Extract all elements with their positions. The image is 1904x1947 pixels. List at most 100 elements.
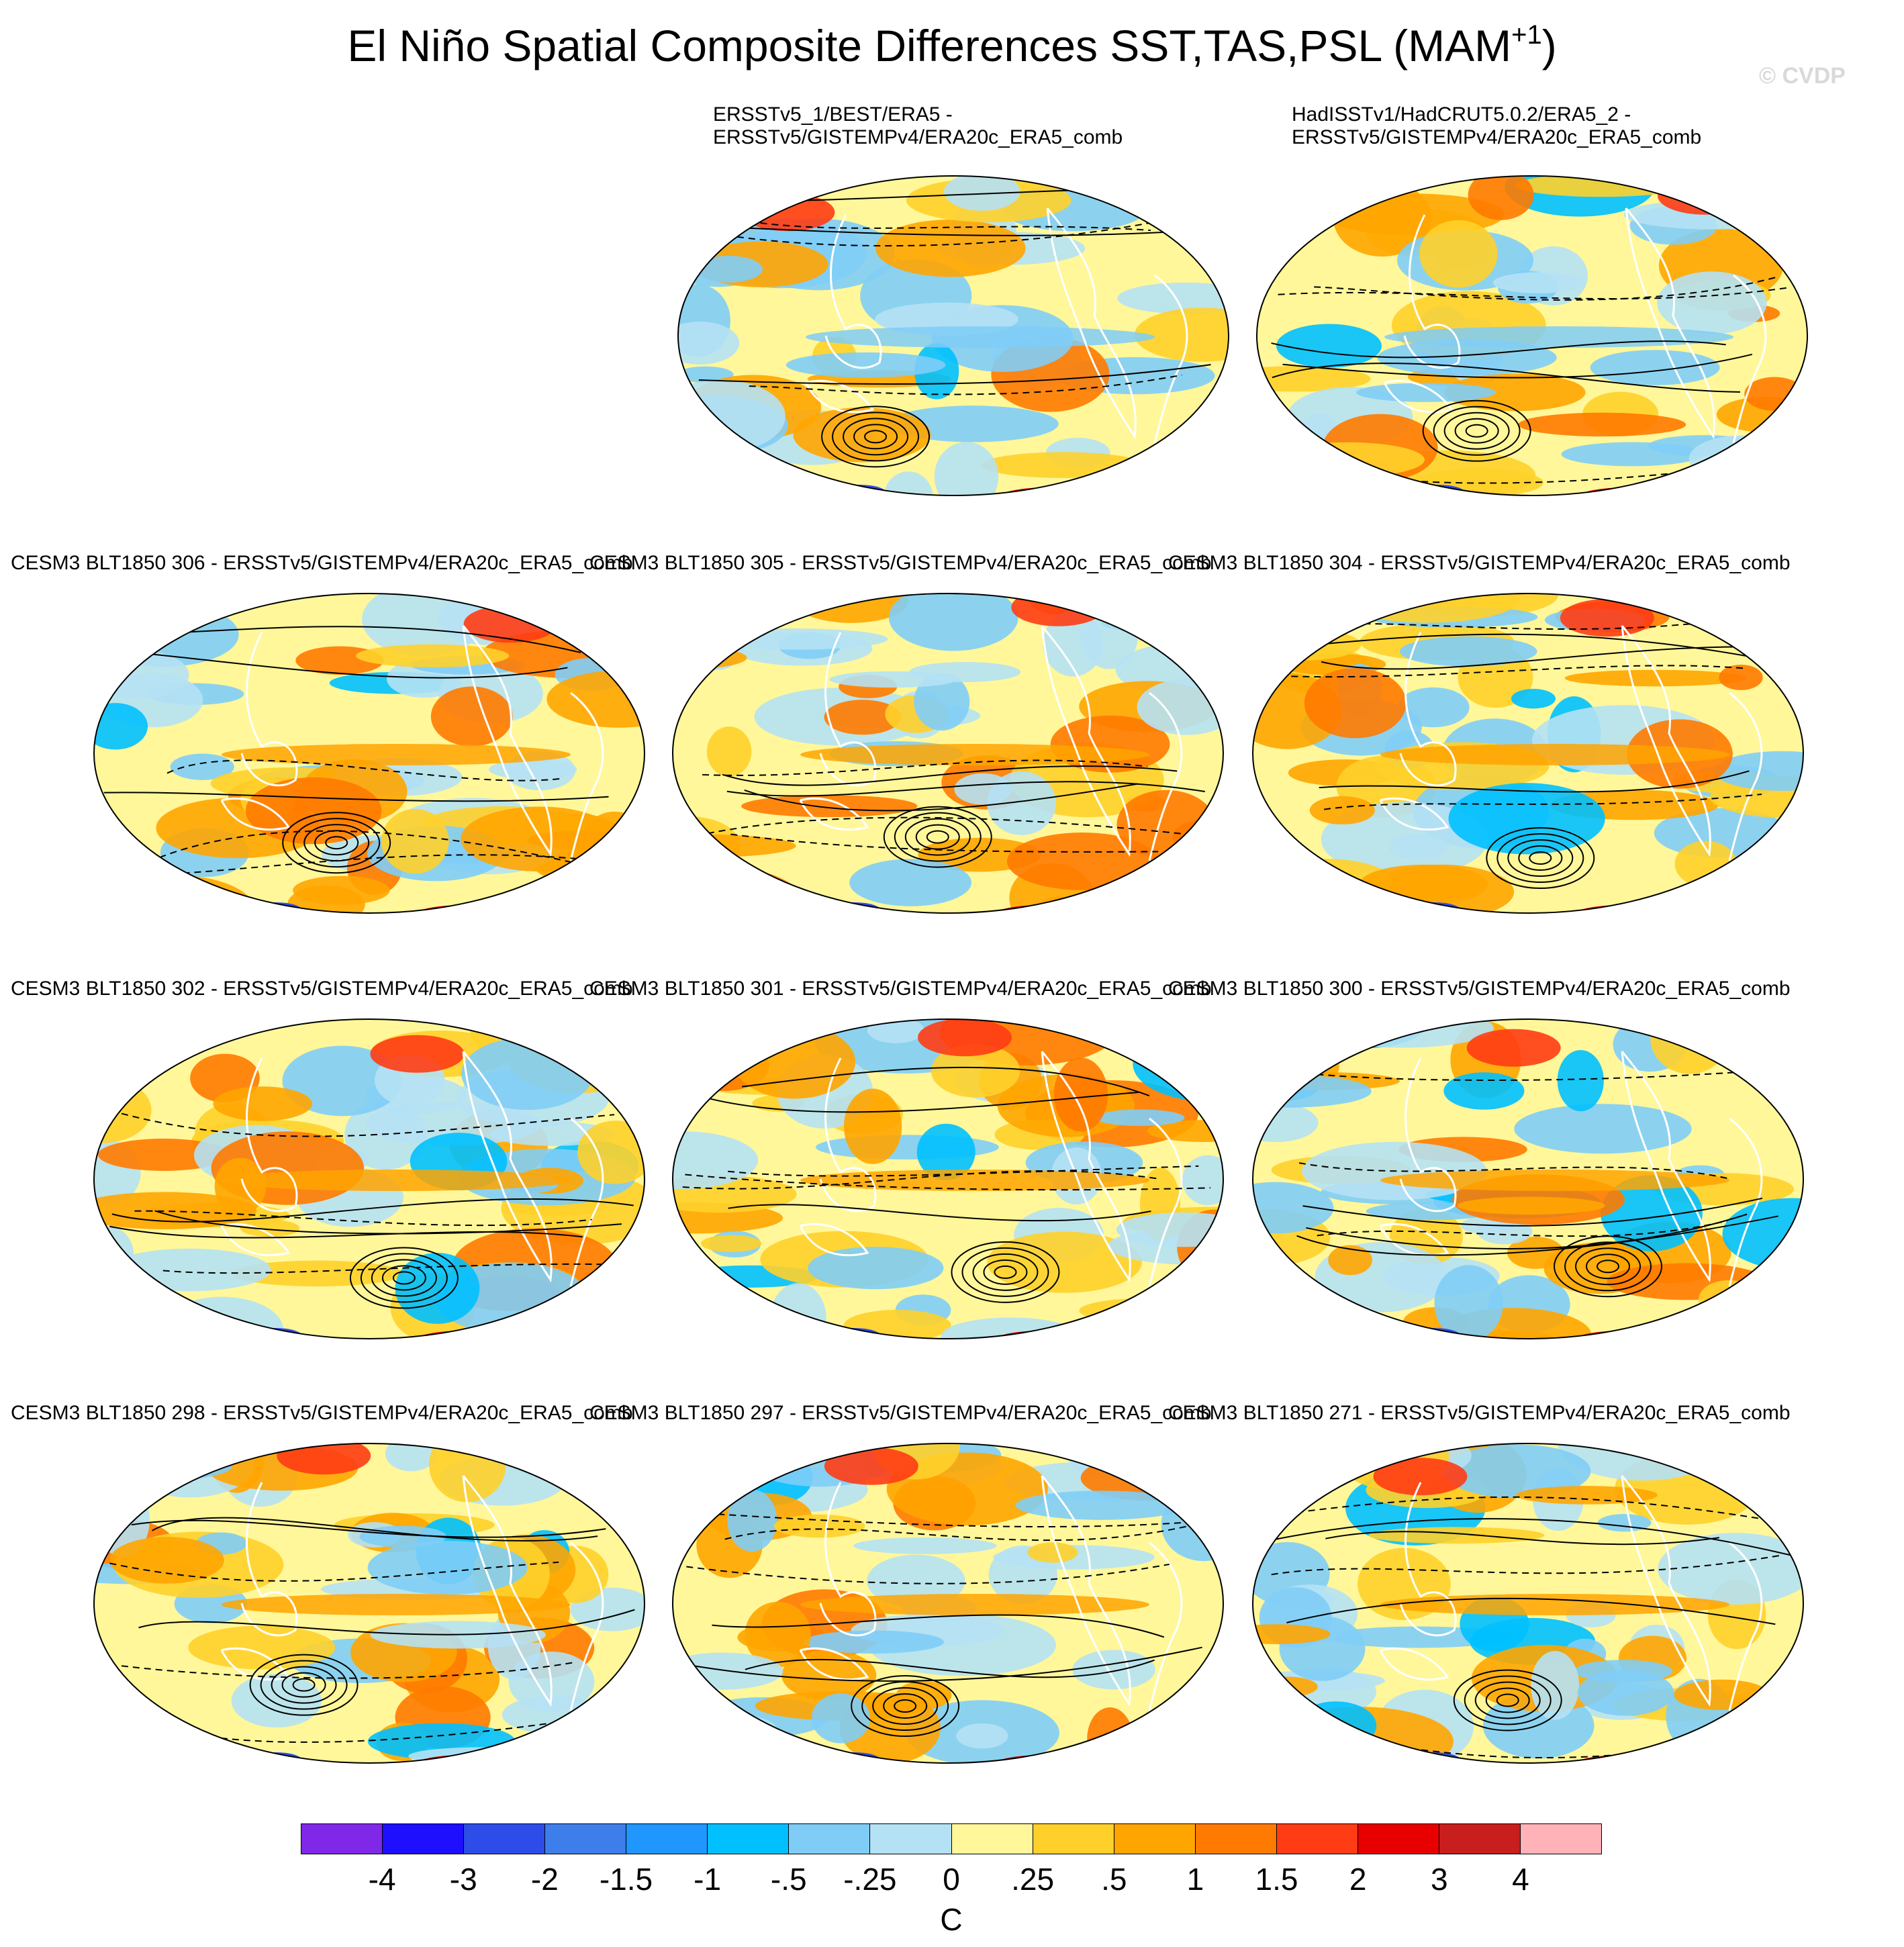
psl-contour — [1272, 363, 1741, 393]
coastline — [569, 692, 604, 861]
psl-contour — [1575, 1247, 1641, 1286]
anomaly-region — [1511, 688, 1556, 709]
anomaly-region — [94, 1192, 257, 1230]
anomaly-region — [695, 256, 763, 283]
psl-contour — [1271, 1554, 1780, 1576]
anomaly-region — [1577, 1669, 1674, 1716]
anomaly-region — [673, 1131, 759, 1190]
psl-contour — [1586, 1253, 1631, 1280]
panel-11-label: CESM3 BLT1850 271 - ERSSTv5/GISTEMPv4/ER… — [1168, 1402, 1791, 1424]
anomaly-region — [1323, 596, 1376, 613]
psl-contour — [832, 412, 920, 462]
anomaly-region — [914, 673, 970, 731]
psl-contour — [1597, 1260, 1620, 1274]
anomaly-region — [1258, 1676, 1318, 1697]
psl-contour — [730, 833, 1159, 853]
coastline — [569, 1541, 604, 1711]
psl-contour — [745, 1658, 1155, 1678]
anomaly-region — [916, 1123, 975, 1180]
psl-contour — [728, 1204, 1151, 1222]
anomaly-region — [888, 593, 1018, 651]
antarctic-warm-anomaly — [1579, 487, 1673, 495]
anomaly-region — [829, 671, 957, 688]
anomaly-region — [1443, 1072, 1525, 1110]
psl-contour — [1529, 851, 1552, 865]
anomaly-region — [816, 905, 859, 913]
psl-contour — [702, 759, 1147, 776]
psl-contour — [712, 1614, 1165, 1638]
coastline — [1399, 1057, 1457, 1213]
coastline — [819, 1482, 877, 1637]
psl-contour — [707, 816, 1193, 836]
anomaly-region — [489, 759, 577, 779]
psl-contour — [103, 792, 609, 802]
anomaly-region — [931, 1044, 1020, 1098]
panel-1-label-line1: ERSSTv5_1/BEST/ERA5 - — [713, 103, 953, 126]
anomaly-region — [956, 1723, 1008, 1749]
anomaly-region — [526, 1443, 645, 1467]
anomaly-region — [1590, 350, 1720, 385]
anomaly-region — [546, 671, 645, 728]
anomaly-region — [934, 442, 999, 495]
psl-contour — [349, 1247, 459, 1309]
psl-contour — [1321, 646, 1764, 670]
map-border — [672, 593, 1224, 914]
map-panel-10 — [672, 1443, 1224, 1764]
anomaly-region — [188, 1625, 336, 1670]
psl-contour — [1314, 276, 1778, 301]
colorbar-tick-label: -1 — [694, 1862, 722, 1897]
psl-contour — [162, 1263, 603, 1274]
psl-contour — [698, 364, 1211, 385]
psl-contour — [961, 1247, 1049, 1297]
anomaly-region — [1623, 199, 1803, 230]
colorbar-tick-label: 1 — [1186, 1862, 1204, 1897]
anomaly-region — [1147, 1120, 1223, 1143]
psl-contour — [702, 1091, 1140, 1113]
high-latitude-anomaly — [277, 1443, 371, 1475]
psl-contour — [121, 1112, 615, 1137]
psl-contour — [109, 1561, 559, 1582]
colorbar-swatch — [708, 1824, 790, 1854]
coastline — [1379, 1647, 1449, 1681]
coastline — [1046, 207, 1137, 440]
anomaly-region — [1359, 864, 1488, 905]
anomaly-region — [1468, 176, 1534, 220]
equatorial-anomaly-band — [800, 1594, 1149, 1615]
equatorial-anomaly-band — [222, 744, 571, 765]
anomaly-region — [1298, 894, 1405, 913]
anomaly-region — [1657, 271, 1767, 334]
anomaly-region — [673, 1306, 779, 1335]
map-border — [672, 1443, 1224, 1764]
map-panel-6 — [93, 1018, 645, 1339]
psl-contour — [1286, 633, 1775, 662]
colorbar-swatch — [1520, 1824, 1601, 1854]
psl-contour — [260, 1660, 348, 1710]
anomaly-region — [1355, 383, 1496, 402]
anomaly-region — [1492, 272, 1585, 293]
psl-contour — [249, 1654, 359, 1716]
coastline — [1625, 207, 1715, 440]
psl-contour — [894, 1699, 917, 1713]
coastline — [1399, 1482, 1457, 1637]
psl-contour — [138, 1609, 635, 1635]
coastline — [569, 1117, 604, 1287]
colorbar-swatch — [870, 1824, 952, 1854]
psl-contour — [1271, 340, 1726, 359]
coastline — [240, 1057, 298, 1213]
anomaly-region — [1079, 1298, 1216, 1323]
anomaly-region — [1270, 442, 1425, 477]
anomaly-region — [1658, 1533, 1803, 1605]
psl-contour — [1298, 1162, 1729, 1180]
map-panel-11 — [1252, 1443, 1804, 1764]
anomaly-region — [1131, 176, 1229, 209]
title-close: ) — [1541, 21, 1557, 70]
psl-contour — [894, 812, 982, 862]
psl-contour — [1268, 665, 1745, 678]
anomaly-region — [1688, 435, 1797, 483]
map-panel-7 — [672, 1018, 1224, 1339]
psl-contour — [166, 759, 563, 781]
anomaly-region — [1304, 667, 1407, 739]
equatorial-anomaly-band — [800, 744, 1149, 765]
anomaly-region — [1399, 636, 1537, 667]
equatorial-anomaly-band — [800, 1170, 1149, 1191]
